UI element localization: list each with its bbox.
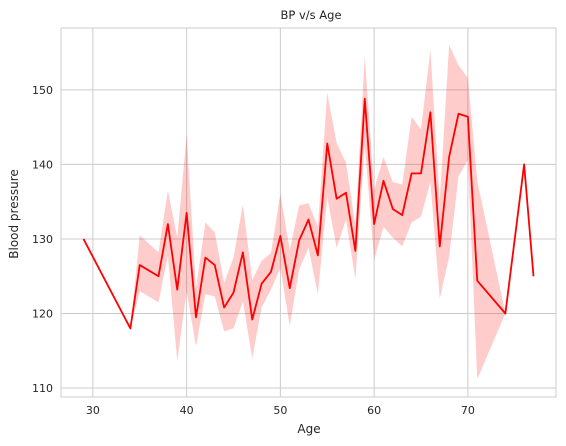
y-tick-label: 150 bbox=[32, 84, 53, 97]
x-tick-label: 50 bbox=[273, 404, 287, 417]
plot-frame bbox=[60, 27, 557, 398]
confidence-band bbox=[83, 45, 534, 380]
y-tick-label: 110 bbox=[32, 382, 53, 395]
series-line bbox=[82, 97, 535, 330]
y-axis-label: Blood pressure bbox=[7, 169, 21, 259]
x-tick-label: 60 bbox=[367, 404, 381, 417]
x-axis-label: Age bbox=[297, 422, 320, 436]
x-tick-labels: 30 40 50 60 70 bbox=[86, 404, 475, 417]
x-tick-label: 40 bbox=[180, 404, 194, 417]
x-tick-label: 30 bbox=[86, 404, 100, 417]
chart-title: BP v/s Age bbox=[280, 8, 341, 22]
y-tick-label: 120 bbox=[32, 308, 53, 321]
y-tick-labels: 110 120 130 140 150 bbox=[32, 84, 53, 395]
y-tick-label: 140 bbox=[32, 158, 53, 171]
x-tick-label: 70 bbox=[461, 404, 475, 417]
y-tick-label: 130 bbox=[32, 233, 53, 246]
